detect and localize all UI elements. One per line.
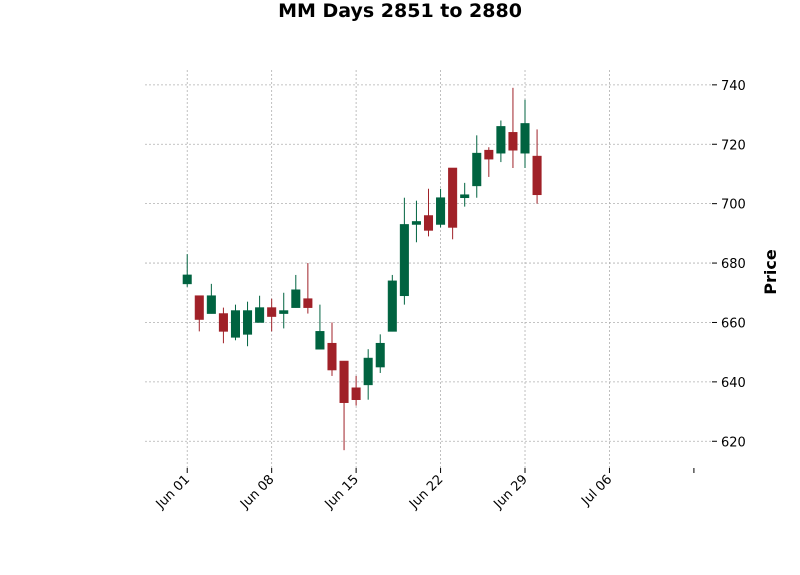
candle-up xyxy=(291,274,301,308)
candle-up xyxy=(243,301,253,347)
candle-body xyxy=(460,194,470,199)
candle-body xyxy=(363,357,373,386)
candle-body xyxy=(182,274,192,285)
candle-down xyxy=(532,129,542,204)
candle-up xyxy=(315,304,325,350)
candle-down xyxy=(351,375,361,406)
candle-body xyxy=(267,307,277,317)
candle-body xyxy=(399,224,409,297)
candle-body xyxy=(472,152,482,187)
candle-up xyxy=(375,334,385,373)
candle-body xyxy=(279,310,289,314)
candle-body xyxy=(218,313,228,332)
candle-up xyxy=(472,135,482,198)
candle-body xyxy=(387,280,397,332)
candle-body xyxy=(351,387,361,400)
candle-up xyxy=(387,274,397,332)
candle-layer xyxy=(182,87,542,451)
y-tick-label: 620 xyxy=(721,435,746,450)
candle-down xyxy=(303,263,313,314)
x-tick-label: Jun 08 xyxy=(237,472,277,512)
candle-body xyxy=(375,342,385,368)
candle-down xyxy=(423,188,434,237)
candle-body xyxy=(327,342,337,371)
candle-body xyxy=(194,295,204,320)
y-tick-label: 640 xyxy=(721,376,746,391)
x-tick-label: Jun 01 xyxy=(153,472,193,512)
y-tick-label: 680 xyxy=(721,257,746,272)
candle-down xyxy=(267,298,277,332)
candle-body xyxy=(303,298,313,308)
candle-down xyxy=(339,360,349,451)
candle-body xyxy=(291,289,301,308)
x-tick-label: Jul 06 xyxy=(578,472,615,509)
candle-up xyxy=(399,197,409,305)
candle-up xyxy=(230,304,241,341)
y-tick-label: 660 xyxy=(721,316,746,331)
y-tick-label: 700 xyxy=(721,198,746,213)
grid-layer xyxy=(145,70,712,468)
candle-up xyxy=(255,295,265,323)
candle-body xyxy=(411,221,421,225)
candle-body xyxy=(532,155,542,196)
candle-down xyxy=(508,87,518,169)
candle-body xyxy=(448,167,458,228)
candle-body xyxy=(508,132,518,151)
candle-down xyxy=(484,147,494,177)
candle-body xyxy=(484,149,494,160)
candle-body xyxy=(339,360,349,403)
candle-up xyxy=(363,349,373,400)
candle-up xyxy=(279,292,289,329)
candle-up xyxy=(520,99,530,169)
candle-body xyxy=(206,295,216,314)
candle-body xyxy=(496,126,506,154)
candle-up xyxy=(496,120,506,163)
y-tick-label: 740 xyxy=(721,79,746,94)
candle-down xyxy=(194,295,204,332)
candle-body xyxy=(423,215,434,231)
candle-up xyxy=(182,254,192,287)
candle-body xyxy=(255,307,265,323)
candle-up xyxy=(460,182,470,207)
chart-title: MM Days 2851 to 2880 xyxy=(278,0,522,22)
y-axis-label: Price xyxy=(761,249,780,295)
candle-down xyxy=(327,322,337,376)
candle-up xyxy=(206,283,216,314)
x-tick-label: Jun 29 xyxy=(491,472,531,512)
candle-up xyxy=(411,200,421,243)
candle-body xyxy=(436,197,446,225)
x-tick-label: Jun 15 xyxy=(322,472,362,512)
candle-body xyxy=(243,310,253,335)
candle-body xyxy=(315,331,325,350)
x-tick-label: Jun 22 xyxy=(406,472,446,512)
candle-body xyxy=(520,123,530,154)
candle-up xyxy=(436,188,446,228)
y-tick-label: 720 xyxy=(721,138,746,153)
candle-down xyxy=(448,167,458,240)
candle-down xyxy=(218,307,228,344)
candle-body xyxy=(230,310,241,338)
